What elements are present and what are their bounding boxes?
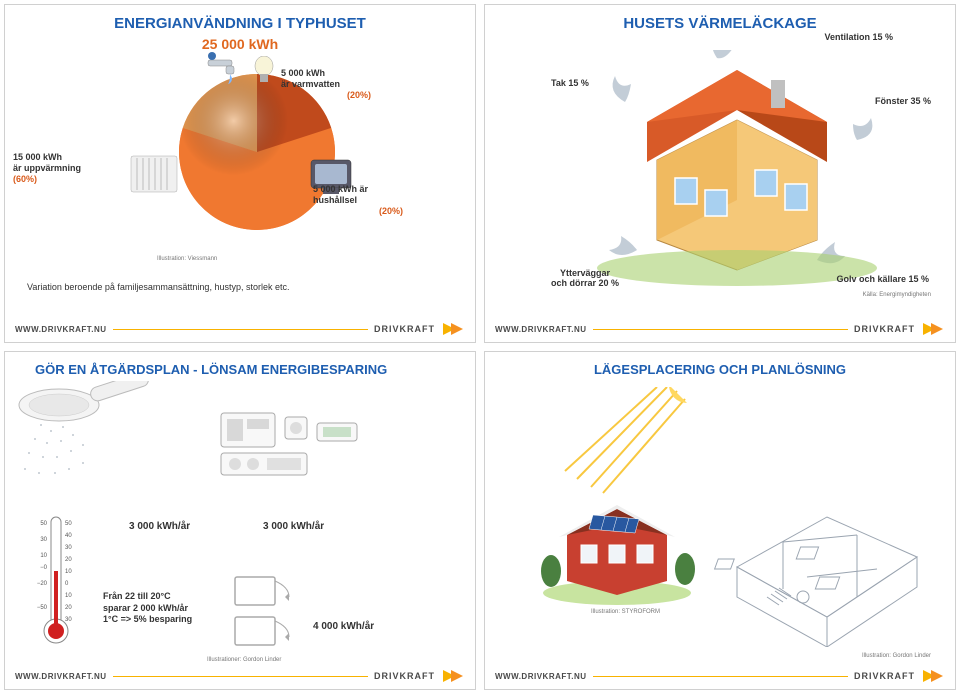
svg-text:20: 20	[65, 605, 72, 611]
val-controls: 3 000 kWh/år	[263, 521, 324, 532]
faucet-icon	[202, 50, 242, 86]
label-tak: Tak 15 %	[551, 78, 589, 88]
panel4-title: LÄGESPLACERING OCH PLANLÖSNING	[497, 362, 943, 377]
bulb-icon	[253, 56, 275, 90]
footer-brand: DRIVKRAFT	[854, 324, 915, 334]
footer-brand: DRIVKRAFT	[374, 324, 435, 334]
label-heating: 15 000 kWh är uppvärmning (60%)	[13, 152, 103, 184]
drivkraft-logo-icon	[441, 668, 465, 684]
panel-footer: WWW.DRIVKRAFT.NU DRIVKRAFT	[495, 320, 945, 338]
showerhead-icon	[11, 381, 161, 501]
small-house-illustration	[537, 477, 697, 607]
panel-footer: WWW.DRIVKRAFT.NU DRIVKRAFT	[15, 667, 465, 685]
label-yttervaggar: Ytterväggar och dörrar 20 %	[551, 268, 619, 288]
panel3-credit: Illustrationer: Gordon Linder	[207, 657, 281, 663]
footer-url: WWW.DRIVKRAFT.NU	[15, 325, 107, 334]
footer-url: WWW.DRIVKRAFT.NU	[495, 672, 587, 681]
panel-siting-plan: LÄGESPLACERING OCH PLANLÖSNING	[484, 351, 956, 690]
thermometer-icon: 50 40 30 20 10 0 10 20 30 50 30 10 −0 −20 −50	[35, 513, 85, 651]
val-shower: 3 000 kWh/år	[129, 521, 190, 532]
panel4-credit1: Illustration: STYROFORM	[591, 609, 660, 615]
footer-divider	[593, 329, 848, 330]
house-illustration	[537, 50, 917, 300]
svg-text:40: 40	[65, 533, 72, 539]
svg-text:0: 0	[65, 581, 69, 587]
svg-text:10: 10	[65, 593, 72, 599]
svg-text:−50: −50	[37, 605, 48, 611]
window-seal-icon	[231, 573, 301, 653]
savings-text: Från 22 till 20°C sparar 2 000 kWh/år 1°…	[103, 591, 192, 626]
footer-url: WWW.DRIVKRAFT.NU	[15, 672, 107, 681]
drivkraft-logo-icon	[921, 321, 945, 337]
svg-text:−20: −20	[37, 581, 48, 587]
footer-url: WWW.DRIVKRAFT.NU	[495, 325, 587, 334]
panel4-credit2: Illustration: Gordon Linder	[862, 653, 931, 659]
panel-footer: WWW.DRIVKRAFT.NU DRIVKRAFT	[15, 320, 465, 338]
footer-divider	[593, 676, 848, 677]
svg-text:30: 30	[65, 545, 72, 551]
radiator-icon	[127, 152, 181, 198]
panel-action-plan: GÖR EN ÅTGÄRDSPLAN - LÖNSAM ENERGIBESPAR…	[4, 351, 476, 690]
label-golv: Golv och källare 15 %	[836, 274, 929, 284]
svg-text:10: 10	[65, 569, 72, 575]
footer-divider	[113, 329, 368, 330]
label-water: 5 000 kWh är varmvatten (20%)	[281, 68, 371, 100]
panel2-credit: Källa: Energimyndigheten	[863, 292, 931, 298]
svg-text:50: 50	[40, 521, 47, 527]
svg-text:30: 30	[65, 617, 72, 623]
panel-energy-use: ENERGIANVÄNDNING I TYPHUSET 25 000 kWh	[4, 4, 476, 343]
panel1-title: ENERGIANVÄNDNING I TYPHUSET	[17, 15, 463, 32]
panel1-credit: Illustration: Viessmann	[157, 256, 217, 262]
label-fonster: Fönster 35 %	[875, 96, 931, 106]
svg-text:−0: −0	[40, 565, 48, 571]
panel-footer: WWW.DRIVKRAFT.NU DRIVKRAFT	[495, 667, 945, 685]
svg-text:50: 50	[65, 521, 72, 527]
label-electric: 5 000 kWh är hushållsel (20%)	[313, 184, 403, 216]
label-ventilation: Ventilation 15 %	[824, 32, 893, 42]
drivkraft-logo-icon	[441, 321, 465, 337]
footer-divider	[113, 676, 368, 677]
panel2-title: HUSETS VÄRMELÄCKAGE	[497, 15, 943, 32]
floorplan-illustration	[707, 447, 937, 647]
panel-heat-leak: HUSETS VÄRMELÄCKAGE	[484, 4, 956, 343]
drivkraft-logo-icon	[921, 668, 945, 684]
panel1-caption: Variation beroende på familjesammansättn…	[27, 282, 289, 292]
panel3-title: GÖR EN ÅTGÄRDSPLAN - LÖNSAM ENERGIBESPAR…	[35, 362, 463, 377]
svg-text:10: 10	[40, 553, 47, 559]
footer-brand: DRIVKRAFT	[854, 671, 915, 681]
val-windows: 4 000 kWh/år	[313, 621, 374, 632]
svg-text:30: 30	[40, 537, 47, 543]
footer-brand: DRIVKRAFT	[374, 671, 435, 681]
control-panels-icon	[217, 409, 367, 479]
svg-text:20: 20	[65, 557, 72, 563]
